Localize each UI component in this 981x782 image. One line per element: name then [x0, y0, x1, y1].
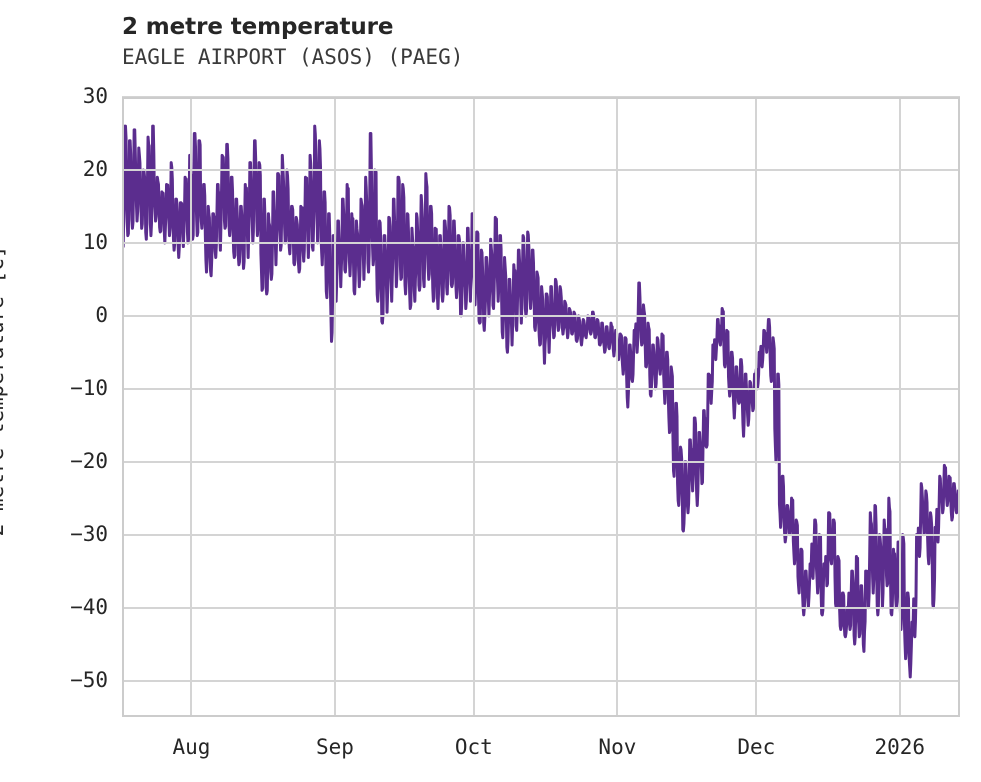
gridline-vertical	[190, 97, 193, 717]
y-axis-tick: −10	[70, 375, 108, 400]
gridline-vertical	[472, 97, 475, 717]
x-axis-tick: Oct	[454, 735, 493, 759]
gridline-vertical	[898, 97, 901, 717]
gridline-horizontal	[122, 96, 960, 98]
plot-area	[122, 96, 960, 717]
gridline-vertical	[616, 97, 619, 717]
y-axis-tick: 30	[82, 84, 108, 108]
y-axis-label-text: 2 metre temperature [C]	[0, 245, 8, 537]
page-title: 2 metre temperature	[122, 14, 394, 40]
x-axis-tick: Nov	[598, 735, 637, 759]
chart-subtitle: EAGLE AIRPORT (ASOS) (PAEG)	[122, 45, 464, 69]
y-axis-tick: −30	[70, 521, 108, 546]
gridline-vertical	[755, 97, 758, 717]
x-axis-tick: 2026	[874, 735, 926, 759]
y-axis-tick: −20	[70, 448, 108, 473]
temperature-series	[122, 124, 960, 679]
y-axis-tick: 10	[82, 229, 108, 254]
y-axis-tick: 0	[95, 302, 108, 327]
gridline-horizontal	[122, 533, 960, 536]
gridline-horizontal	[122, 679, 960, 682]
gridline-horizontal	[122, 387, 960, 390]
temperature-line	[122, 124, 960, 679]
x-axis-tick: Aug	[172, 735, 211, 759]
x-axis-tick: Dec	[737, 735, 776, 759]
y-axis-tick: −40	[70, 594, 108, 619]
title-block: 2 metre temperature EAGLE AIRPORT (ASOS)…	[122, 14, 962, 70]
gridline-horizontal	[122, 241, 960, 244]
gridline-horizontal	[122, 606, 960, 609]
gridline-vertical	[333, 97, 336, 717]
gridline-horizontal	[122, 314, 960, 317]
y-axis-tick: −50	[70, 667, 108, 692]
x-axis-tick: Sep	[316, 735, 354, 759]
y-axis-tick: 20	[82, 156, 108, 181]
gridline-horizontal	[122, 168, 960, 171]
gridline-horizontal	[122, 460, 960, 463]
